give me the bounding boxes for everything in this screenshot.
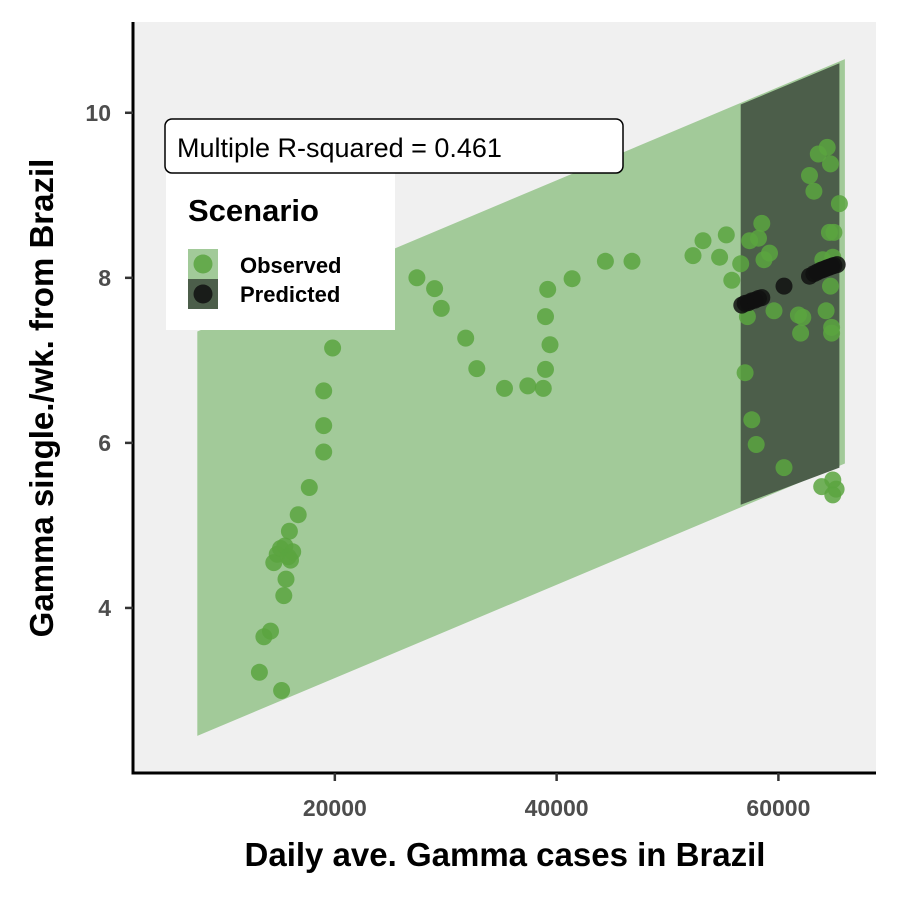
observed-point <box>284 543 302 561</box>
y-axis-title: Gamma single./wk. from Brazil <box>23 159 60 638</box>
observed-point <box>315 382 333 400</box>
y-tick-label: 10 <box>85 100 111 126</box>
observed-point <box>541 336 559 354</box>
observed-point <box>315 417 333 435</box>
predicted-point <box>753 289 771 307</box>
observed-point <box>761 244 778 262</box>
r-squared-annotation: Multiple R-squared = 0.461 <box>164 118 624 174</box>
legend-title: Scenario <box>188 193 319 228</box>
observed-point <box>277 570 295 588</box>
x-tick-label: 60000 <box>746 795 810 821</box>
observed-point <box>457 329 475 347</box>
observed-point <box>432 299 450 317</box>
observed-point <box>694 232 712 250</box>
observed-point <box>324 339 342 357</box>
predicted-point <box>828 256 846 274</box>
observed-point <box>794 308 812 326</box>
observed-point <box>830 195 848 213</box>
observed-point <box>818 138 836 156</box>
observed-point <box>408 269 426 287</box>
observed-point <box>300 479 318 496</box>
observed-point <box>623 252 641 270</box>
annotation-box <box>164 118 624 174</box>
observed-point <box>711 248 729 266</box>
observed-point <box>723 271 741 289</box>
observed-point <box>315 443 333 461</box>
observed-point <box>817 302 835 320</box>
observed-point <box>822 155 839 173</box>
predicted-point <box>775 277 793 295</box>
annotation-text: Multiple R-squared = 0.461 <box>177 133 502 163</box>
y-tick-label: 8 <box>98 265 111 291</box>
data-points <box>250 138 848 699</box>
observed-point <box>732 255 750 273</box>
observed-point <box>534 379 552 397</box>
observed-point <box>563 270 581 288</box>
observed-point <box>519 377 537 395</box>
observed-point <box>289 506 307 524</box>
legend-label-observed: Observed <box>240 253 342 278</box>
observed-point <box>426 280 444 298</box>
observed-point <box>823 324 841 342</box>
x-tick-label: 40000 <box>525 795 589 821</box>
observed-point <box>747 436 765 453</box>
observed-point <box>765 302 783 320</box>
observed-point <box>775 459 793 477</box>
observed-point <box>753 214 771 232</box>
legend-marker-observed <box>193 254 213 274</box>
observed-point <box>250 663 268 681</box>
observed-point <box>596 252 614 270</box>
observed-point <box>262 622 279 640</box>
observed-point <box>539 280 557 298</box>
legend: Scenario Observed Predicted <box>166 170 395 330</box>
observed-point <box>280 522 298 540</box>
observed-point <box>805 182 823 200</box>
observed-point <box>822 277 839 295</box>
axis-ticks: 20000 40000 60000 4 6 8 10 <box>85 100 810 821</box>
observed-point <box>743 411 761 429</box>
observed-point <box>792 324 810 342</box>
observed-point <box>468 360 486 378</box>
observed-band <box>197 59 845 736</box>
x-tick-label: 20000 <box>303 795 367 821</box>
observed-point <box>275 587 293 605</box>
observed-point <box>496 379 513 397</box>
legend-marker-predicted <box>193 284 213 304</box>
observed-point <box>801 167 818 184</box>
y-tick-label: 6 <box>98 430 111 456</box>
observed-point <box>273 682 291 699</box>
observed-point <box>827 480 845 498</box>
observed-point <box>825 223 843 241</box>
y-tick-label: 4 <box>98 595 111 621</box>
observed-point <box>736 364 754 382</box>
x-axis-title: Daily ave. Gamma cases in Brazil <box>245 836 766 873</box>
legend-label-predicted: Predicted <box>240 282 340 307</box>
observed-point <box>537 308 554 326</box>
observed-point <box>750 229 767 247</box>
observed-point <box>684 247 702 265</box>
observed-point <box>717 226 735 244</box>
observed-point <box>537 360 554 378</box>
